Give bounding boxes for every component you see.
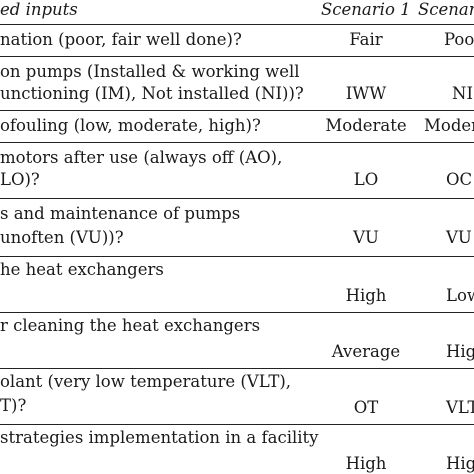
row-5-line-2: unoften (VU))?	[0, 228, 124, 247]
row-1-line-1: nation (poor, fair well done)?	[0, 30, 242, 49]
row-8-line-2: T)?	[0, 396, 27, 415]
row-divider	[0, 142, 474, 143]
row-7-scenario-2: Hig	[446, 342, 474, 361]
header-scenario-1: Scenario 1	[321, 0, 411, 19]
row-2-scenario-2: NI	[452, 84, 473, 103]
row-8-scenario-1: OT	[353, 398, 379, 417]
row-4-line-1: motors after use (always off (AO),	[0, 148, 283, 167]
row-9-scenario-2: High	[446, 454, 474, 473]
row-divider	[0, 198, 474, 199]
row-divider	[0, 424, 474, 425]
row-6-scenario-1: High	[345, 286, 387, 305]
row-9-scenario-1: High	[345, 454, 387, 473]
row-7-line-1: r cleaning the heat exchangers	[0, 316, 261, 335]
row-divider	[0, 368, 474, 369]
row-1-scenario-1: Fair	[349, 30, 383, 49]
header-rule	[0, 24, 474, 25]
header-scenario-2: Scenar	[418, 0, 474, 19]
row-5-line-1: s and maintenance of pumps	[0, 204, 241, 223]
row-2-line-1: on pumps (Installed & working well	[0, 62, 300, 81]
row-2-line-2: unctioning (IM), Not installed (NI))?	[0, 84, 304, 103]
row-8-scenario-2: VLT	[446, 398, 474, 417]
row-5-scenario-1: VU	[353, 228, 379, 247]
row-8-line-1: olant (very low temperature (VLT),	[0, 372, 292, 391]
row-9-line-1: strategies implementation in a facility	[0, 428, 319, 447]
row-4-line-2: LO)?	[0, 170, 40, 189]
row-3-scenario-2: Moder	[424, 116, 474, 135]
row-4-scenario-2: OC	[446, 170, 473, 189]
row-7-scenario-1: Average	[331, 342, 401, 361]
row-3-line-1: ofouling (low, moderate, high)?	[0, 116, 261, 135]
row-1-scenario-2: Poo	[444, 30, 474, 49]
row-divider	[0, 312, 474, 313]
row-3-scenario-1: Moderate	[325, 116, 407, 135]
row-divider	[0, 110, 474, 111]
row-divider	[0, 256, 474, 257]
row-5-scenario-2: VU	[446, 228, 472, 247]
row-6-line-1: he heat exchangers	[0, 260, 164, 279]
row-4-scenario-1: LO	[353, 170, 379, 189]
row-2-scenario-1: IWW	[345, 84, 387, 103]
row-divider	[0, 56, 474, 57]
row-6-scenario-2: Low	[446, 286, 474, 305]
header-inputs: ed inputs	[0, 0, 78, 19]
